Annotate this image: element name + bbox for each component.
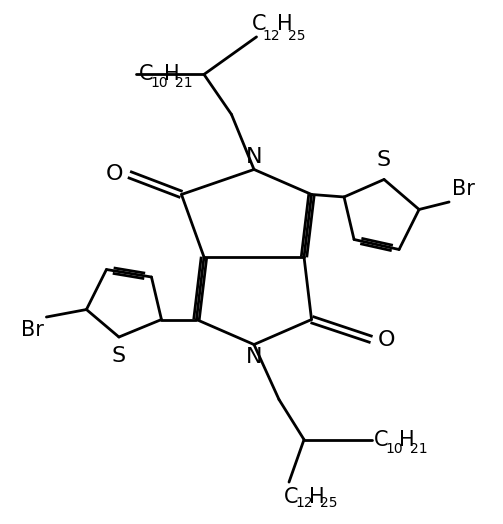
Text: O: O — [106, 165, 123, 184]
Text: 25: 25 — [320, 496, 338, 510]
Text: 25: 25 — [288, 29, 305, 43]
Text: Br: Br — [21, 320, 44, 340]
Text: 12: 12 — [295, 496, 313, 510]
Text: S: S — [112, 346, 126, 366]
Text: C: C — [139, 64, 153, 84]
Text: Br: Br — [452, 180, 474, 200]
Text: 12: 12 — [263, 29, 280, 43]
Text: O: O — [378, 330, 395, 350]
Text: S: S — [377, 150, 391, 170]
Text: H: H — [277, 14, 292, 35]
Text: C: C — [284, 487, 298, 507]
Text: 10: 10 — [385, 442, 403, 455]
Text: N: N — [246, 147, 262, 167]
Text: H: H — [309, 487, 324, 507]
Text: 10: 10 — [150, 77, 167, 91]
Text: H: H — [399, 430, 414, 450]
Text: H: H — [164, 64, 180, 84]
Text: C: C — [374, 430, 388, 450]
Text: 21: 21 — [410, 442, 428, 455]
Text: 21: 21 — [175, 77, 193, 91]
Text: N: N — [246, 347, 262, 367]
Text: C: C — [252, 14, 266, 35]
